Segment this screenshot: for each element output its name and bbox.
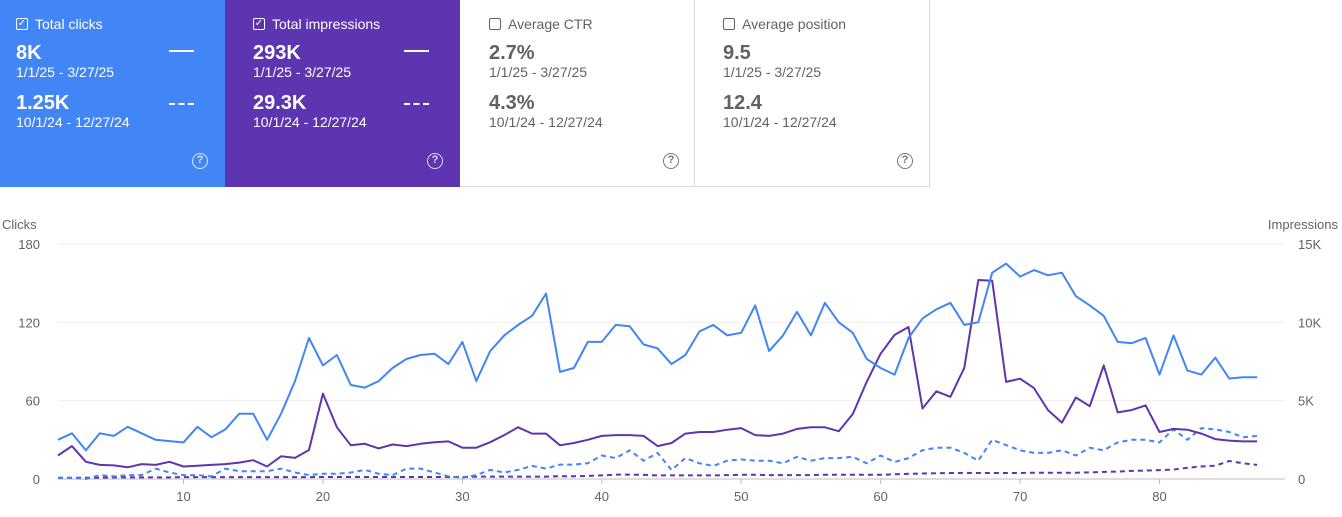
y-right-tick-label: 10K: [1298, 315, 1321, 330]
chart-series: [57, 262, 1258, 480]
current-value: 293K: [253, 42, 301, 64]
y-right-tick-label: 0: [1298, 472, 1305, 487]
current-period: 1/1/25 - 3/27/25: [723, 64, 822, 80]
card-header: Average position: [723, 14, 929, 34]
average-ctr-card[interactable]: Average CTR 2.7% 1/1/25 - 3/27/25 4.3% 1…: [460, 0, 695, 187]
current-value: 2.7%: [489, 42, 535, 64]
current-period: 1/1/25 - 3/27/25: [489, 64, 588, 80]
impressions-solid-series-line: [57, 279, 1258, 469]
card-header: ✓ Total impressions: [253, 14, 460, 34]
checkbox-unchecked-icon[interactable]: [723, 18, 735, 30]
current-value: 9.5: [723, 42, 751, 64]
dashed-line-legend-icon: [169, 103, 194, 105]
current-value: 8K: [16, 42, 42, 64]
x-tick-label: 70: [1013, 489, 1027, 504]
impressions-dashed-series-line: [58, 460, 1258, 479]
card-label: Average CTR: [508, 16, 593, 32]
metric-cards: ✓ Total clicks 8K 1/1/25 - 3/27/25 1.25K…: [0, 0, 930, 187]
card-label: Total impressions: [272, 16, 381, 32]
previous-period: 10/1/24 - 12/27/24: [489, 114, 603, 130]
checkbox-checked-icon[interactable]: ✓: [253, 18, 265, 30]
total-impressions-card[interactable]: ✓ Total impressions 293K 1/1/25 - 3/27/2…: [225, 0, 460, 187]
checkbox-checked-icon[interactable]: ✓: [16, 18, 28, 30]
previous-period: 10/1/24 - 12/27/24: [16, 114, 130, 130]
help-icon[interactable]: ?: [663, 153, 679, 169]
y-left-tick-label: 180: [18, 237, 40, 252]
previous-period: 10/1/24 - 12/27/24: [723, 114, 837, 130]
previous-period: 10/1/24 - 12/27/24: [253, 114, 367, 130]
previous-value: 4.3%: [489, 92, 535, 114]
previous-value: 1.25K: [16, 92, 70, 114]
help-icon[interactable]: ?: [427, 153, 443, 169]
x-tick-label: 10: [176, 489, 190, 504]
y-right-tick-label: 5K: [1298, 394, 1314, 409]
clicks-solid-series-line: [57, 262, 1258, 452]
performance-chart: Clicks Impressions 0 0 60 5K 120 10K 180 15K 10 2…: [2, 217, 1339, 504]
y-left-tick-label: 120: [18, 315, 40, 330]
y-right-tick-label: 15K: [1298, 237, 1321, 252]
x-tick-label: 40: [595, 489, 609, 504]
x-tick-label: 30: [455, 489, 469, 504]
card-label: Average position: [742, 16, 847, 32]
x-tick-label: 80: [1152, 489, 1166, 504]
x-tick-label: 50: [734, 489, 748, 504]
x-tick-label: 20: [316, 489, 330, 504]
solid-line-legend-icon: [169, 50, 194, 52]
chart-axis-labels: Clicks Impressions 0 0 60 5K 120 10K 180 15K 10 2…: [2, 217, 1339, 504]
average-position-card[interactable]: Average position 9.5 1/1/25 - 3/27/25 12…: [695, 0, 930, 187]
x-tick-label: 60: [873, 489, 887, 504]
card-header: ✓ Total clicks: [16, 14, 225, 34]
card-header: Average CTR: [489, 14, 694, 34]
current-period: 1/1/25 - 3/27/25: [16, 64, 115, 80]
help-icon[interactable]: ?: [192, 153, 208, 169]
clicks-dashed-series-line: [58, 427, 1258, 480]
previous-value: 29.3K: [253, 92, 307, 114]
card-label: Total clicks: [35, 16, 103, 32]
y-axis-right-label: Impressions: [1268, 217, 1339, 232]
y-left-tick-label: 0: [33, 472, 40, 487]
help-icon[interactable]: ?: [897, 153, 913, 169]
solid-line-legend-icon: [404, 50, 429, 52]
total-clicks-card[interactable]: ✓ Total clicks 8K 1/1/25 - 3/27/25 1.25K…: [0, 0, 225, 187]
previous-value: 12.4: [723, 92, 762, 114]
checkbox-unchecked-icon[interactable]: [489, 18, 501, 30]
y-left-tick-label: 60: [26, 394, 40, 409]
y-axis-left-label: Clicks: [2, 217, 37, 232]
current-period: 1/1/25 - 3/27/25: [253, 64, 352, 80]
dashed-line-legend-icon: [404, 103, 429, 105]
